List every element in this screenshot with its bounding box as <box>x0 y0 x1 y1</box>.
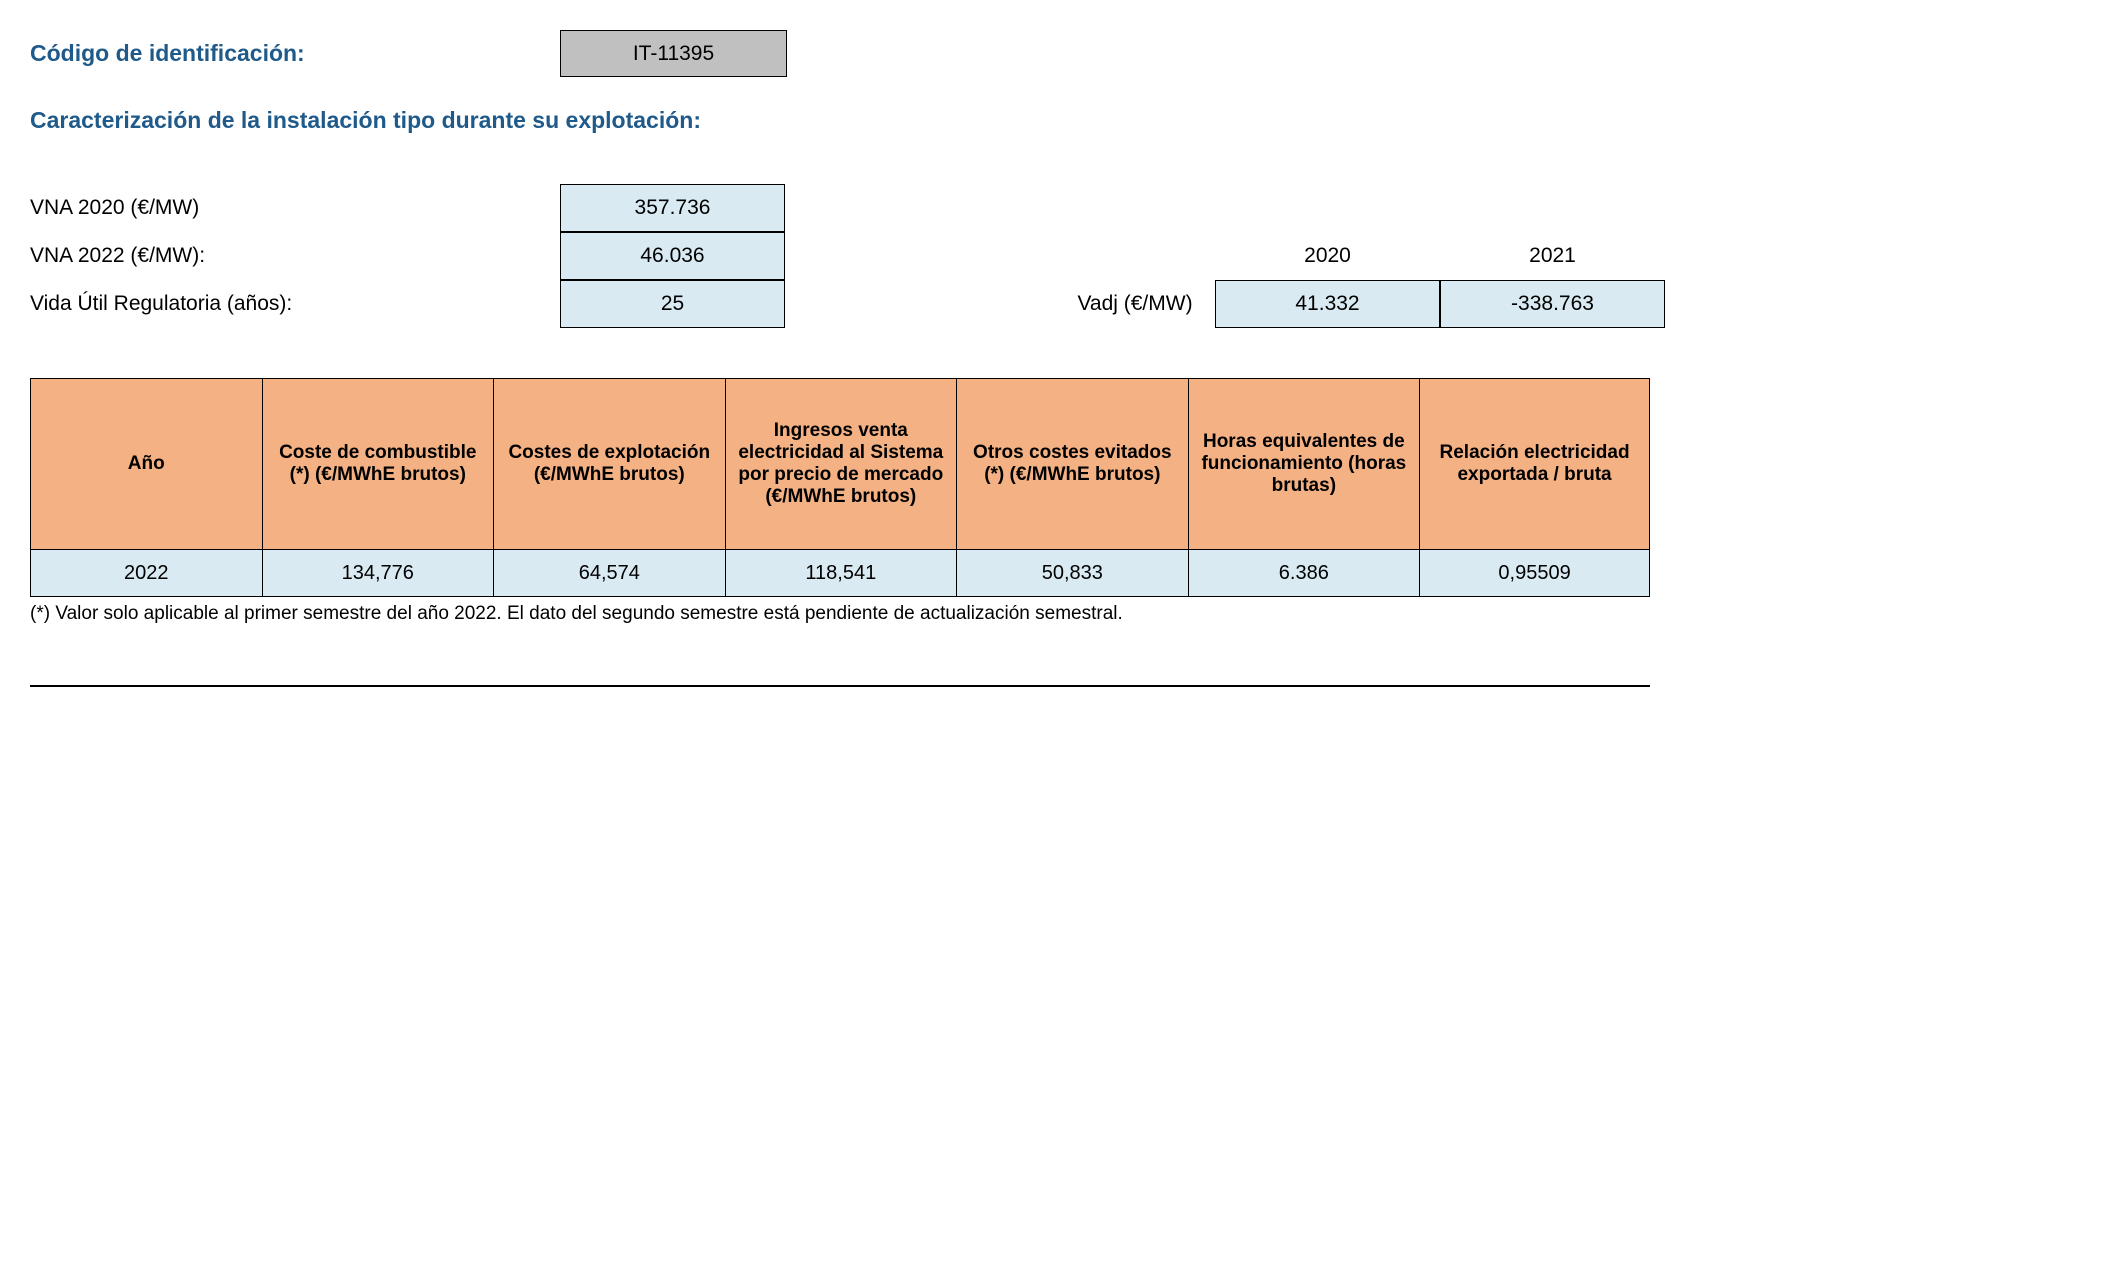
col-header-2: Costes de explotación (€/MWhE brutos) <box>494 379 726 550</box>
col-header-6: Relación electricidad exportada / bruta <box>1420 379 1650 550</box>
header-row: Código de identificación: IT-11395 <box>30 30 2096 77</box>
footnote: (*) Valor solo aplicable al primer semes… <box>30 603 2096 625</box>
cell-2: 64,574 <box>494 550 726 597</box>
vna2020-value: 357.736 <box>560 184 785 232</box>
col-header-0: Año <box>31 379 263 550</box>
vna2022-label: VNA 2022 (€/MW): <box>30 232 560 280</box>
vna2020-label: VNA 2020 (€/MW) <box>30 184 560 232</box>
divider <box>30 685 1650 687</box>
vadj-year2-header: 2021 <box>1440 244 1665 268</box>
cell-6: 0,95509 <box>1420 550 1650 597</box>
table-header-row: Año Coste de combustible (*) (€/MWhE bru… <box>31 379 1650 550</box>
cell-4: 50,833 <box>957 550 1189 597</box>
col-header-1: Coste de combustible (*) (€/MWhE brutos) <box>262 379 494 550</box>
vadj-year1-value: 41.332 <box>1215 280 1440 328</box>
table-row: 2022 134,776 64,574 118,541 50,833 6.386… <box>31 550 1650 597</box>
vna2022-value: 46.036 <box>560 232 785 280</box>
col-header-3: Ingresos venta electricidad al Sistema p… <box>725 379 957 550</box>
cell-1: 134,776 <box>262 550 494 597</box>
code-label: Código de identificación: <box>30 40 560 67</box>
col-header-4: Otros costes evitados (*) (€/MWhE brutos… <box>957 379 1189 550</box>
main-table: Año Coste de combustible (*) (€/MWhE bru… <box>30 378 1650 597</box>
col-header-5: Horas equivalentes de funcionamiento (ho… <box>1188 379 1420 550</box>
vida-label: Vida Útil Regulatoria (años): <box>30 280 560 328</box>
cell-5: 6.386 <box>1188 550 1420 597</box>
param-section: VNA 2020 (€/MW) 357.736 VNA 2022 (€/MW):… <box>30 184 2096 328</box>
vadj-year2-value: -338.763 <box>1440 280 1665 328</box>
cell-0: 2022 <box>31 550 263 597</box>
vida-value: 25 <box>560 280 785 328</box>
section-title: Caracterización de la instalación tipo d… <box>30 107 2096 134</box>
code-value-box: IT-11395 <box>560 30 787 77</box>
cell-3: 118,541 <box>725 550 957 597</box>
vadj-year1-header: 2020 <box>1215 244 1440 268</box>
vadj-label: Vadj (€/MW) <box>1055 280 1215 328</box>
